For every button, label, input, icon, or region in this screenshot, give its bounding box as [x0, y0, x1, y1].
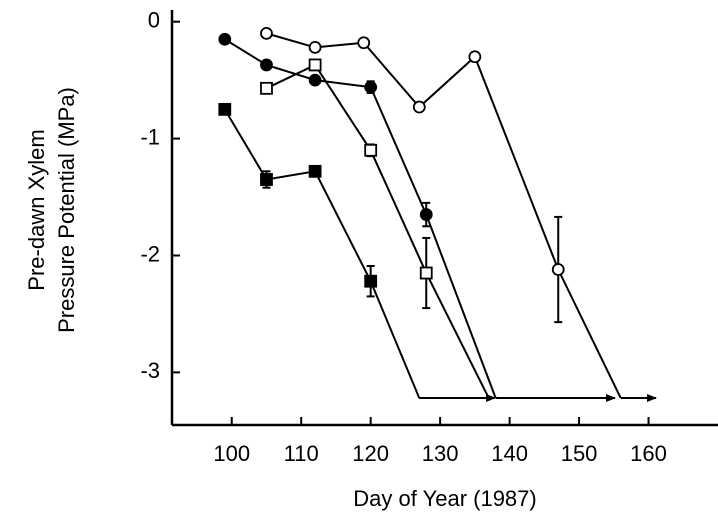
marker: [308, 58, 322, 72]
y-tick-label: -3: [140, 358, 160, 383]
marker: [308, 41, 322, 54]
x-tick-label: 130: [422, 441, 459, 466]
x-axis-label: Day of Year (1987): [353, 486, 536, 511]
series-line: [223, 108, 421, 399]
marker: [218, 32, 232, 46]
marker: [308, 164, 322, 178]
marker: [419, 266, 433, 280]
marker: [551, 263, 565, 276]
y-tick-label: -2: [140, 241, 160, 266]
x-tick-label: 120: [352, 441, 389, 466]
series-line: [224, 38, 497, 399]
marker: [419, 208, 433, 221]
series-line: [266, 32, 622, 399]
marker: [364, 274, 378, 288]
x-tick-label: 140: [491, 441, 528, 466]
y-axis-label: Pre-dawn Xylem: [24, 129, 49, 290]
marker: [468, 50, 482, 64]
marker: [357, 36, 371, 50]
marker: [308, 73, 322, 87]
x-tick-label: 160: [630, 441, 667, 466]
marker: [260, 173, 273, 186]
marker: [364, 143, 378, 157]
y-axis-label: Pressure Potential (MPa): [54, 87, 79, 333]
marker: [412, 100, 426, 114]
marker: [260, 81, 273, 95]
y-tick-label: 0: [148, 8, 160, 33]
marker: [260, 58, 273, 72]
series-line: [266, 63, 490, 399]
marker: [364, 80, 378, 94]
x-tick-label: 110: [284, 441, 319, 466]
y-tick-label: -1: [140, 124, 160, 149]
x-tick-label: 150: [561, 441, 598, 466]
x-tick-label: 100: [213, 441, 250, 466]
marker: [218, 102, 232, 116]
marker: [260, 26, 273, 40]
